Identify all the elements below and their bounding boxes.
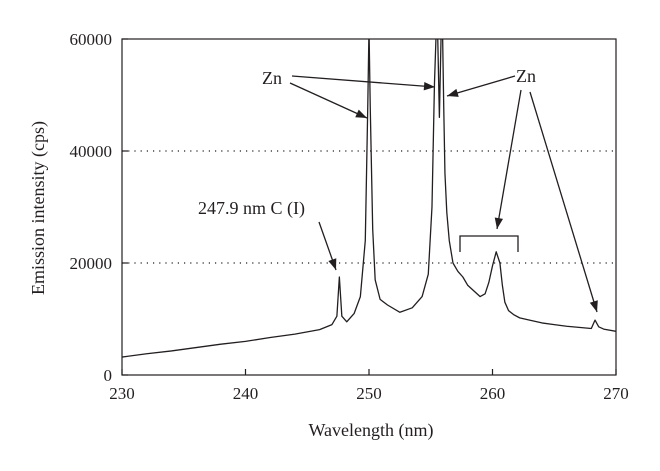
gridlines [122,150,616,264]
annotation-carbon-line: 247.9 nm C (I) [198,198,305,219]
x-axis-title: Wavelength (nm) [308,420,433,441]
y-tick-label-3: 60000 [70,30,113,49]
plot-border [121,38,617,376]
y-tick-label-1: 20000 [70,254,113,273]
annotation-arrows [289,75,598,313]
x-tick-label-3: 260 [480,384,506,403]
y-tick-label-2: 40000 [70,142,113,161]
arrow-zn-255 [291,75,436,91]
annotation-zn-left: Zn [262,68,282,88]
axis-ticks: 230 240 250 260 270 0 20000 40000 60000 [70,30,629,403]
x-tick-label-1: 240 [233,384,259,403]
annotations: Zn Zn 247.9 nm C (I) [198,66,536,219]
arrow-zn-261 [494,89,522,230]
annotation-zn-right: Zn [516,66,536,86]
y-tick-label-0: 0 [104,366,113,385]
arrow-zn-268 [529,91,598,313]
arrow-carbon [318,221,337,271]
arrow-zn-256 [446,75,516,97]
y-axis-title: Emission intensity (cps) [28,121,49,295]
spectrum-line [122,39,616,358]
arrow-zn-250 [289,82,368,119]
band-bracket [459,235,519,252]
plot-frame [121,38,617,376]
x-tick-label-0: 230 [109,384,135,403]
x-tick-label-4: 270 [603,384,629,403]
x-tick-label-2: 250 [356,384,382,403]
